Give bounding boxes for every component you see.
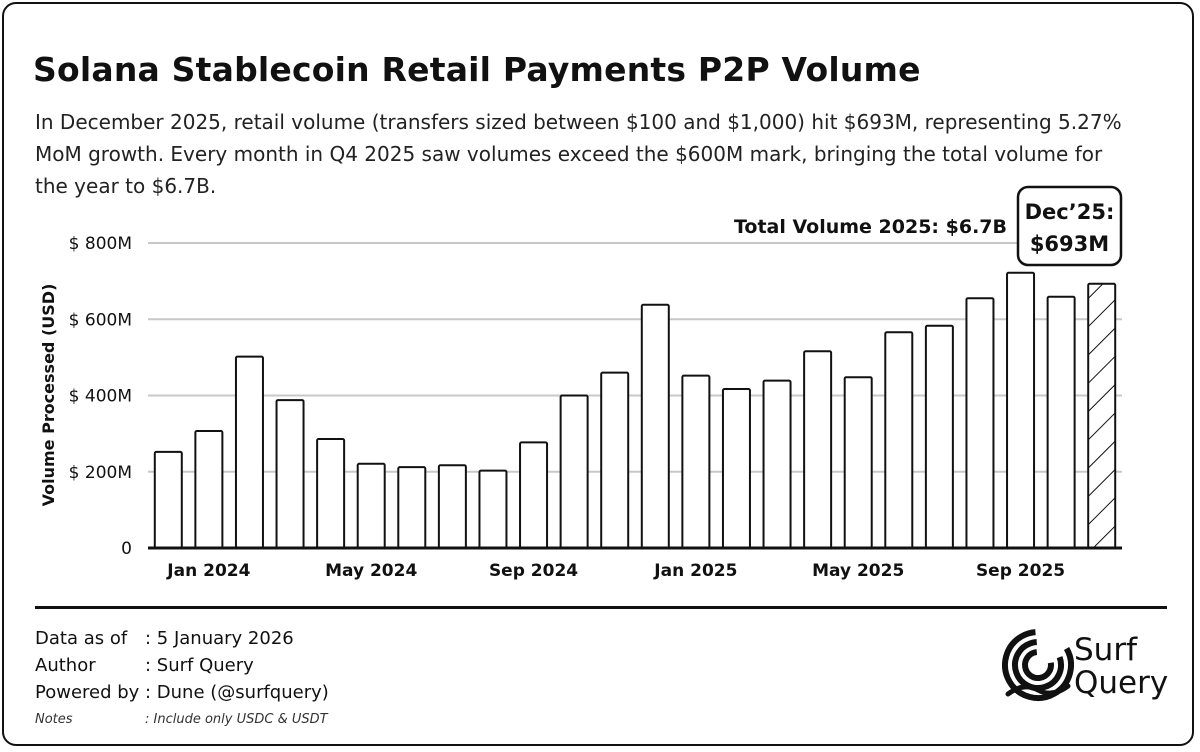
y-tick-label: $ 800M <box>69 234 132 254</box>
chart-description: In December 2025, retail volume (transfe… <box>35 110 1122 198</box>
author-value: : Surf Query <box>145 655 254 676</box>
bar-chart: 0 $ 200M $ 400M $ 600M $ 800M Jan 2024 May 202… <box>39 185 1123 581</box>
x-tick-label: Jan 2025 <box>653 561 737 581</box>
notes-value: : Include only USDC & USDT <box>145 712 328 727</box>
bar-highlighted <box>1087 282 1117 549</box>
x-tick-label: Jan 2024 <box>166 561 250 581</box>
powered-by-value: : Dune (@surfquery) <box>145 682 329 703</box>
bar <box>234 355 264 549</box>
x-tick-label: May 2025 <box>812 561 904 581</box>
bar <box>843 376 873 550</box>
surf-query-logo: Surf Query <box>1002 624 1172 706</box>
bar <box>397 466 427 549</box>
bar <box>884 331 914 549</box>
bar <box>356 462 386 549</box>
footer-divider <box>35 606 1167 609</box>
logo-text-surf: Surf <box>1074 632 1137 668</box>
bar <box>640 303 670 550</box>
bar <box>600 371 630 549</box>
bar <box>924 324 954 550</box>
bar <box>478 469 508 550</box>
bar <box>803 350 833 549</box>
logo-wordmark: Surf Query <box>1074 634 1168 700</box>
total-volume-annotation: Total Volume 2025: $6.7B <box>734 216 1007 238</box>
powered-by-key: Powered by <box>35 682 140 703</box>
data-as-of-key: Data as of <box>35 628 128 649</box>
x-tick-label: May 2024 <box>325 561 417 581</box>
bar <box>681 374 711 549</box>
bar <box>559 394 589 549</box>
bar <box>275 399 305 550</box>
x-tick-label: Sep 2025 <box>976 561 1065 581</box>
y-axis-title: Volume Processed (USD) <box>39 284 58 507</box>
bar <box>153 450 183 549</box>
bar <box>762 379 792 549</box>
logo-text-query: Query <box>1074 665 1169 701</box>
callout-value-label: $693M <box>1030 232 1109 256</box>
dec-2025-callout: Dec’25: $693M <box>1016 185 1123 267</box>
data-as-of-value: : 5 January 2026 <box>145 628 294 649</box>
bar <box>316 437 346 549</box>
y-tick-label: $ 400M <box>69 387 132 407</box>
chart-title: Solana Stablecoin Retail Payments P2P Vo… <box>33 50 921 89</box>
bar <box>194 429 224 549</box>
notes-key: Notes <box>35 712 73 727</box>
bar <box>965 297 995 549</box>
callout-month-label: Dec’25: <box>1025 200 1115 224</box>
bar <box>1006 271 1036 549</box>
x-tick-label: Sep 2024 <box>489 561 578 581</box>
bar <box>519 441 549 549</box>
bar <box>721 388 751 549</box>
bar <box>437 464 467 549</box>
y-tick-label: $ 200M <box>69 463 132 483</box>
wave-logo-icon <box>1002 629 1074 701</box>
y-tick-label: 0 <box>121 539 132 559</box>
y-tick-label: $ 600M <box>69 310 132 330</box>
author-key: Author <box>35 655 96 676</box>
bar <box>1046 295 1076 549</box>
